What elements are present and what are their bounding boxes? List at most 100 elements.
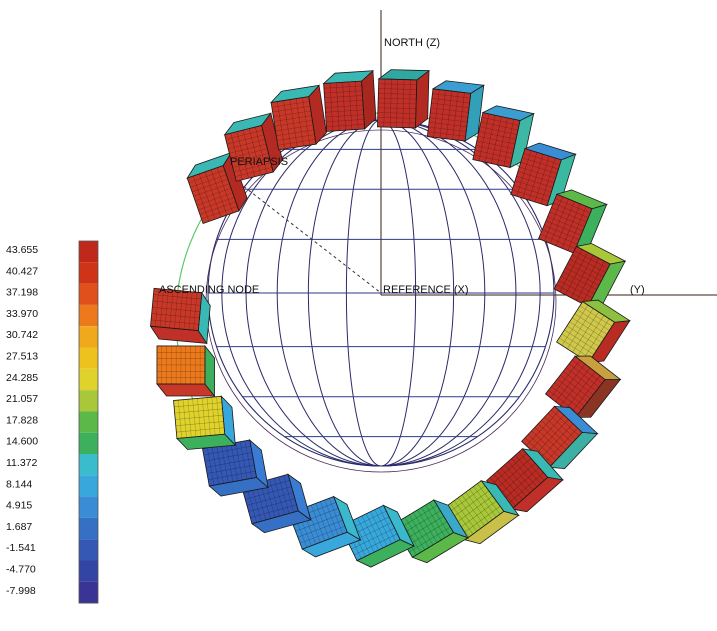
mesh-line: [555, 201, 575, 246]
mesh-line: [565, 371, 596, 410]
mesh-line: [188, 291, 193, 330]
mesh-line: [365, 513, 384, 549]
mesh-line: [449, 490, 489, 520]
mesh-line: [197, 398, 202, 437]
mesh-line: [540, 233, 576, 249]
mesh-line: [208, 470, 256, 481]
mesh-line: [221, 445, 229, 483]
mesh-line: [427, 131, 466, 137]
mesh-line: [569, 321, 602, 343]
legend-swatch: [79, 283, 98, 305]
mesh-line: [531, 430, 560, 458]
legend-value: -7.998: [6, 585, 36, 597]
periapsis-line: [219, 167, 382, 294]
mesh-line: [550, 198, 569, 244]
mesh-line: [315, 503, 330, 539]
legend-swatch: [79, 411, 98, 433]
mesh-line: [402, 79, 405, 128]
legend-swatch: [79, 496, 98, 518]
mesh-line: [233, 162, 271, 173]
mesh-line: [555, 363, 586, 402]
satellites: [149, 69, 631, 568]
mesh-line: [248, 498, 295, 512]
mesh-line: [225, 444, 234, 482]
mesh-line: [206, 464, 255, 474]
mesh-line: [324, 90, 363, 94]
satellite-front-face: [270, 96, 317, 151]
mesh-line: [574, 313, 607, 335]
mesh-line: [477, 483, 501, 515]
mesh-line: [211, 397, 216, 435]
mesh-line: [175, 414, 224, 420]
mesh-line: [175, 421, 224, 427]
mesh-line: [561, 304, 589, 346]
mesh-line: [413, 512, 434, 546]
legend-value: -1.541: [6, 542, 36, 554]
mesh-line: [431, 98, 470, 104]
mesh-line: [454, 500, 477, 532]
mesh-line: [558, 280, 593, 299]
mesh-line: [195, 188, 232, 202]
mesh-line: [504, 464, 530, 494]
mesh-line: [570, 375, 601, 414]
legend-value: 21.057: [6, 393, 38, 405]
mesh-line: [535, 419, 569, 455]
mesh-line: [201, 397, 206, 436]
mesh-line: [461, 506, 501, 535]
mesh-line: [480, 121, 519, 131]
mesh-line: [295, 514, 341, 532]
satellite-front-face: [426, 88, 472, 142]
satellite: [544, 355, 622, 418]
mesh-line: [562, 271, 597, 290]
mesh-line: [211, 446, 219, 485]
mesh-line: [320, 501, 334, 538]
ascending-node-label: ASCENDING NODE: [159, 284, 259, 296]
mesh-line: [579, 305, 613, 327]
mesh-line: [520, 162, 558, 174]
mesh-line: [551, 386, 582, 411]
mesh-line: [396, 79, 399, 128]
mesh-line: [246, 492, 294, 506]
y-axis-label: (Y): [630, 284, 645, 296]
legend-value: 43.655: [6, 244, 38, 256]
satellite: [241, 473, 312, 534]
mesh-line: [465, 491, 489, 523]
mesh-line: [374, 509, 392, 544]
mesh-line: [377, 117, 416, 119]
mesh-line: [556, 284, 591, 303]
mesh-line: [518, 451, 545, 481]
mesh-line: [512, 189, 549, 202]
mesh-line: [199, 201, 236, 215]
mesh-line: [151, 313, 200, 319]
mesh-line: [193, 183, 230, 197]
mesh-line: [560, 275, 595, 295]
mesh-line: [503, 119, 515, 167]
mesh-line: [559, 249, 583, 293]
satellite: [173, 395, 237, 450]
legend-swatch: [79, 475, 98, 497]
mesh-line: [550, 359, 581, 399]
mesh-line: [159, 289, 164, 328]
mesh-line: [572, 317, 605, 339]
legend-swatch: [79, 326, 98, 348]
mesh-line: [408, 514, 430, 548]
mesh-line: [248, 128, 262, 176]
mesh-line: [476, 140, 515, 149]
satellite: [426, 80, 485, 142]
mesh-line: [559, 337, 592, 359]
mesh-line: [203, 446, 251, 456]
satellite: [556, 299, 631, 364]
mesh-line: [566, 325, 600, 347]
mesh-line: [277, 139, 316, 146]
mesh-line: [235, 442, 243, 481]
mesh-line: [503, 467, 540, 500]
north-label: NORTH (Z): [384, 37, 440, 49]
satellite: [472, 105, 535, 169]
satellite: [377, 69, 431, 129]
mesh-line: [326, 123, 365, 127]
mesh-line: [511, 458, 538, 487]
legend-value: 14.600: [6, 436, 38, 448]
legend-swatch: [79, 262, 98, 284]
mesh-line: [458, 92, 465, 141]
satellite-front-face: [553, 245, 611, 308]
